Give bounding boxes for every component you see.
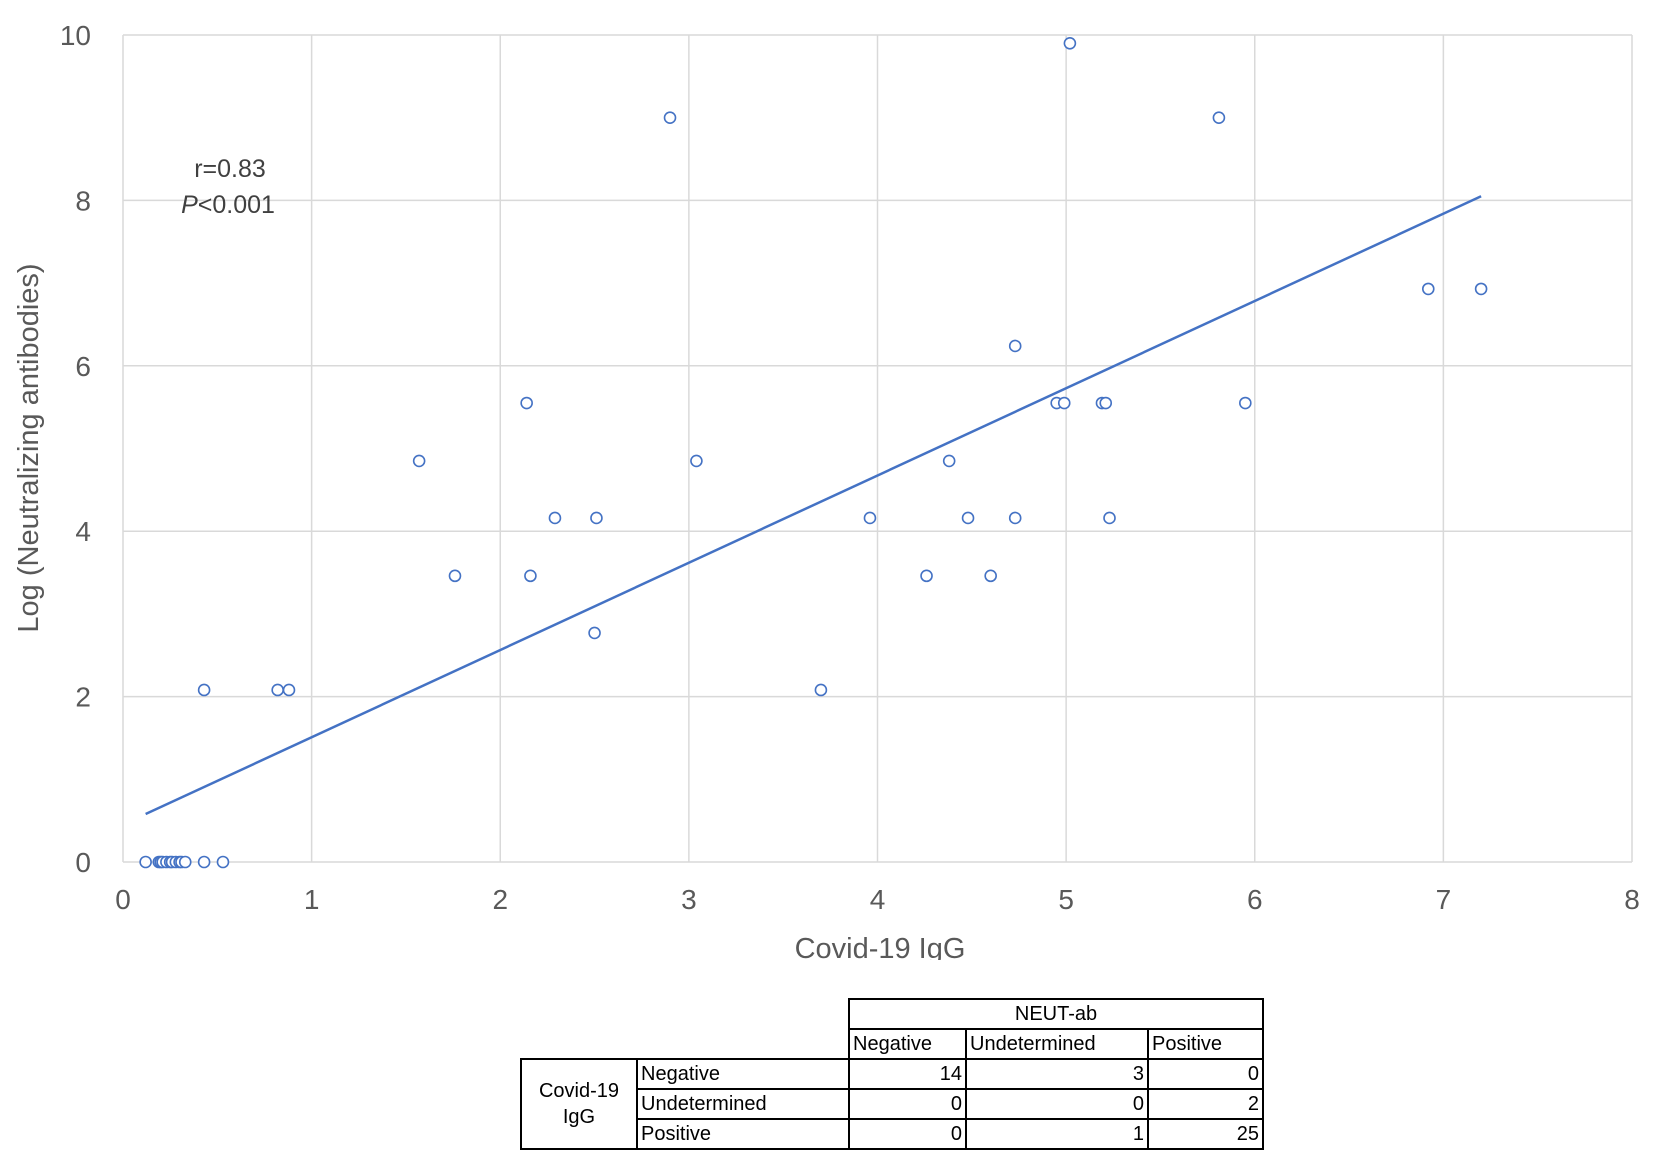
table-row: Positive 0 1 25 (521, 1118, 1264, 1150)
x-tick-label: 0 (115, 884, 131, 915)
data-point (588, 626, 601, 640)
trendline (145, 195, 1482, 816)
data-point (1008, 511, 1022, 525)
table-cell: 1 (965, 1118, 1149, 1150)
data-point (548, 511, 562, 525)
scatter-chart: 0 1 2 3 4 5 6 7 8 0 2 4 6 8 10 Covid-19 IgG Log (Neut… (13, 20, 1640, 960)
row-label: Positive (636, 1118, 850, 1150)
p-symbol: P (181, 191, 198, 219)
x-tick-label: 2 (492, 884, 508, 915)
p-value: P<0.001 (181, 191, 275, 219)
data-point (814, 683, 828, 697)
table-cell: 0 (848, 1118, 967, 1150)
data-point (271, 683, 284, 697)
row-group-line2: IgG (562, 1106, 596, 1128)
data-point (1057, 396, 1071, 410)
row-label: Negative (636, 1058, 850, 1090)
x-tick-label: 5 (1058, 884, 1074, 915)
data-point (1212, 111, 1226, 124)
data-point (961, 511, 975, 525)
y-axis-ticks: 0 2 4 6 8 10 (60, 20, 91, 878)
data-point (1008, 339, 1022, 353)
table-cell: 0 (848, 1088, 967, 1120)
y-tick-label: 4 (75, 516, 91, 547)
table-row: Covid-19 IgG Negative 14 3 0 (520, 1058, 1264, 1150)
table-cell: 2 (1147, 1088, 1264, 1120)
row-group-line1: Covid-19 (538, 1080, 620, 1102)
row-group-header: Covid-19 IgG (520, 1058, 638, 1150)
x-tick-label: 4 (870, 884, 886, 915)
p-threshold: <0.001 (198, 191, 275, 219)
data-points (139, 36, 1488, 869)
data-point (282, 683, 296, 697)
x-tick-label: 8 (1624, 884, 1640, 915)
data-point (1103, 511, 1116, 525)
table-cell: 3 (965, 1058, 1149, 1090)
data-point (520, 396, 533, 410)
table-header-row: Negative Undetermined Positive (521, 1028, 1264, 1060)
table-cell: 25 (1147, 1118, 1264, 1150)
data-point (197, 855, 211, 869)
gridlines (122, 34, 1633, 863)
data-point (412, 454, 426, 468)
data-point (1063, 36, 1077, 50)
data-point (590, 511, 603, 525)
col-header-positive: Positive (1147, 1028, 1264, 1060)
col-header-undetermined: Undetermined (965, 1028, 1149, 1060)
data-point (1099, 396, 1113, 410)
data-point (663, 111, 677, 124)
y-tick-label: 6 (75, 351, 91, 382)
table-cell: 0 (965, 1088, 1149, 1120)
col-header-negative: Negative (848, 1028, 967, 1060)
data-point (197, 683, 211, 697)
data-point (178, 855, 192, 869)
table-cell: 14 (848, 1058, 967, 1090)
col-group-header: NEUT-ab (848, 998, 1264, 1030)
row-label: Undetermined (636, 1088, 850, 1120)
x-tick-label: 6 (1247, 884, 1263, 915)
data-point (216, 855, 230, 869)
correlation-r: r=0.83 (194, 155, 266, 183)
x-axis-label: Covid-19 IgG (795, 933, 966, 960)
data-point (690, 454, 703, 468)
y-tick-label: 2 (75, 682, 91, 713)
y-tick-label: 10 (60, 20, 91, 51)
data-point (984, 569, 997, 583)
contingency-table: NEUT-ab Negative Undetermined Positive C… (520, 998, 1264, 1150)
data-point (139, 855, 152, 869)
x-axis-ticks: 0 1 2 3 4 5 6 7 8 (115, 884, 1640, 915)
table-cell: 0 (1147, 1058, 1264, 1090)
data-point (942, 454, 956, 468)
data-point (1421, 282, 1435, 296)
data-point (920, 569, 933, 583)
y-tick-label: 8 (75, 185, 91, 216)
x-tick-label: 7 (1436, 884, 1452, 915)
data-point (1474, 282, 1488, 296)
x-tick-label: 1 (304, 884, 320, 915)
x-tick-label: 3 (681, 884, 697, 915)
data-point (1239, 396, 1252, 410)
y-tick-label: 0 (75, 847, 91, 878)
table-row: Undetermined 0 0 2 (521, 1088, 1264, 1120)
data-point (448, 569, 462, 583)
data-point (524, 569, 537, 583)
y-axis-label: Log (Neutralizing antibodies) (13, 263, 45, 632)
data-point (863, 511, 877, 525)
table-header-group-row: NEUT-ab (521, 998, 1264, 1030)
